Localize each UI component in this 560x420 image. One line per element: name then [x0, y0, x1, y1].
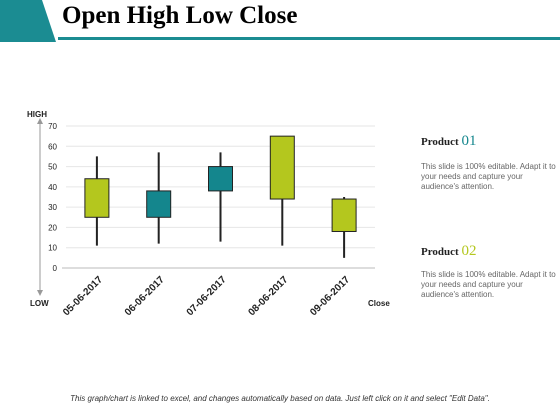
y-tick-label: 0	[53, 264, 58, 273]
y-axis-arrow-up	[37, 118, 43, 124]
footer-note: This graph/chart is linked to excel, and…	[70, 394, 490, 403]
product-02-heading: Product 02	[421, 243, 476, 260]
product-01-label: Product	[421, 136, 459, 148]
candle-body	[84, 178, 110, 218]
y-tick-label: 40	[48, 183, 57, 192]
x-tick-label: 06-06-2017	[123, 274, 167, 318]
product-02-description: This slide is 100% editable. Adapt it to…	[421, 270, 556, 299]
y-tick-label: 60	[48, 142, 57, 151]
x-tick-label: 07-06-2017	[185, 274, 229, 318]
y-tick-label: 30	[48, 203, 57, 212]
candle-body	[331, 198, 357, 232]
x-tick-label: 08-06-2017	[246, 274, 290, 318]
product-02-label: Product	[421, 246, 459, 258]
header-accent-block	[0, 0, 56, 42]
y-axis-arrow-down	[37, 290, 43, 296]
product-01-number: 01	[461, 133, 477, 149]
y-tick-label: 50	[48, 163, 57, 172]
candle-body	[146, 190, 172, 218]
y-tick-label: 70	[48, 122, 57, 131]
title-underline	[58, 37, 560, 40]
product-01-description: This slide is 100% editable. Adapt it to…	[421, 162, 556, 191]
close-label: Close	[368, 299, 390, 308]
x-tick-label: 09-06-2017	[308, 274, 352, 318]
y-tick-label: 10	[48, 244, 57, 253]
high-label: HIGH	[27, 110, 47, 119]
candle-body	[269, 135, 295, 200]
low-label: LOW	[30, 299, 49, 308]
page-title: Open High Low Close	[62, 2, 298, 29]
y-tick-label: 20	[48, 223, 57, 232]
product-01-heading: Product 01	[421, 133, 476, 150]
x-tick-label: 05-06-2017	[61, 274, 105, 318]
candle-body	[208, 166, 233, 192]
product-02-number: 02	[461, 243, 477, 259]
